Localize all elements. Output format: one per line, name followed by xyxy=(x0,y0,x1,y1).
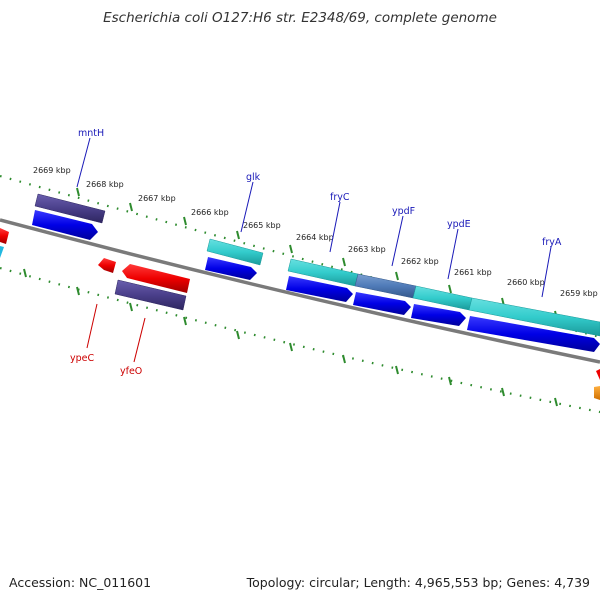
forward-gene-labels: mntH glk fryC ypdF ypdE fryA xyxy=(78,128,562,248)
cds-ypec[interactable] xyxy=(98,258,116,273)
cds-edge-right-red[interactable] xyxy=(596,369,600,380)
map-title: Escherichia coli O127:H6 str. E2348/69, … xyxy=(103,10,497,26)
scale-label-2664: 2664 kbp xyxy=(296,233,334,242)
feature-glk-gene[interactable] xyxy=(206,238,264,266)
gene-label-frya[interactable]: fryA xyxy=(542,237,562,248)
scale-label-2669: 2669 kbp xyxy=(33,166,71,175)
reverse-features xyxy=(0,228,600,400)
cds-ypde[interactable] xyxy=(411,304,466,326)
gene-label-ypec[interactable]: ypeC xyxy=(70,353,94,364)
accession-text: Accession: NC_011601 xyxy=(9,575,152,590)
genome-backbone xyxy=(0,218,600,364)
scale-label-2667: 2667 kbp xyxy=(138,194,176,203)
cds-edge-left[interactable] xyxy=(0,246,4,258)
feature-frya-gene[interactable] xyxy=(468,297,600,337)
gene-label-ypdf[interactable]: ypdF xyxy=(392,206,415,217)
forward-leader-lines xyxy=(76,137,552,298)
scale-label-2663: 2663 kbp xyxy=(348,245,386,254)
scale-label-2666: 2666 kbp xyxy=(191,208,229,217)
feature-yfeo-gene[interactable] xyxy=(114,279,187,311)
reverse-leader-lines xyxy=(86,303,146,363)
scale-label-2662: 2662 kbp xyxy=(401,257,439,266)
cds-fryc[interactable] xyxy=(286,276,353,302)
scale-label-2660: 2660 kbp xyxy=(507,278,545,287)
inner-tick-ring xyxy=(0,266,600,414)
cds-glk[interactable] xyxy=(205,257,257,280)
feature-mnth-gene[interactable] xyxy=(34,193,106,224)
genome-stats-text: Topology: circular; Length: 4,965,553 bp… xyxy=(246,575,590,590)
reverse-gene-labels: ypeC yfeO xyxy=(70,353,142,377)
cds-edge-right-orange[interactable] xyxy=(594,386,600,400)
gene-label-glk[interactable]: glk xyxy=(246,172,261,183)
cds-edge-left-red[interactable] xyxy=(0,228,9,244)
gene-label-yfeo[interactable]: yfeO xyxy=(120,366,142,377)
forward-features xyxy=(34,193,600,337)
cds-mnth[interactable] xyxy=(32,210,98,240)
cds-ypdf[interactable] xyxy=(353,292,411,315)
gene-label-ypde[interactable]: ypdE xyxy=(447,219,471,230)
cds-frya[interactable] xyxy=(467,316,600,352)
scale-label-2661: 2661 kbp xyxy=(454,268,492,277)
scale-label-2668: 2668 kbp xyxy=(86,180,124,189)
forward-cds xyxy=(0,210,600,352)
scale-label-2665: 2665 kbp xyxy=(243,221,281,230)
cds-yfeo[interactable] xyxy=(122,264,190,293)
scale-label-2659: 2659 kbp xyxy=(560,289,598,298)
gene-label-fryc[interactable]: fryC xyxy=(330,192,350,203)
scale-labels: 2669 kbp 2668 kbp 2667 kbp 2666 kbp 2665… xyxy=(33,166,598,298)
gene-label-mnth[interactable]: mntH xyxy=(78,128,104,139)
